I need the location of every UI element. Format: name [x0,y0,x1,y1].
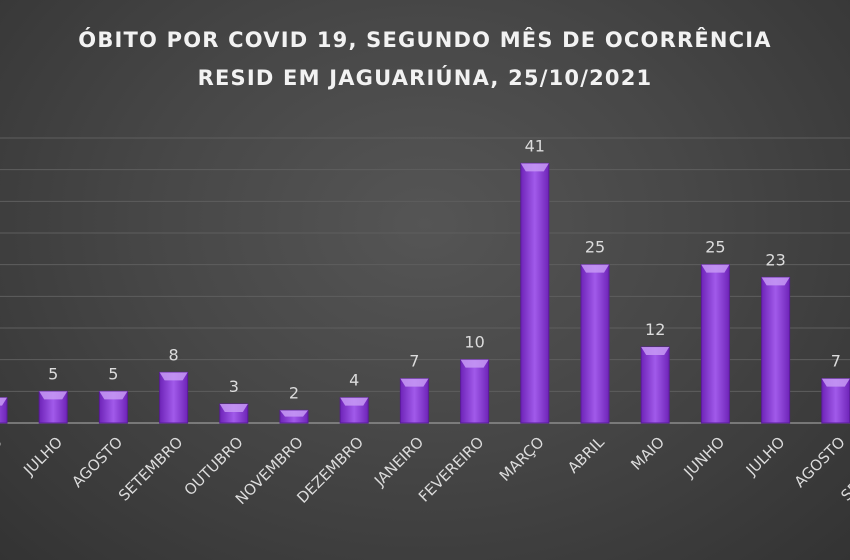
bar-cap [280,410,308,417]
x-tick-label: ABRIL [564,433,608,477]
bar-cap [761,277,790,286]
bar-cap [520,163,549,172]
bar-cap [99,391,128,400]
bar-cap [400,378,429,387]
chart-title-line1: ÓBITO POR COVID 19, SEGUNDO MÊS DE OCORR… [78,28,772,52]
data-label: 7 [409,352,419,371]
data-label: 3 [229,377,239,396]
bar-cap [460,359,489,368]
data-label: 25 [585,238,605,257]
bar-cap [340,397,369,406]
data-label: 41 [525,136,545,155]
data-label: 10 [464,333,484,352]
data-label: 5 [108,364,118,383]
data-label: 25 [705,238,725,257]
data-label: 5 [48,364,58,383]
bar-setembro [159,371,189,424]
data-label: 8 [169,345,179,364]
bar-março [520,162,550,424]
x-axis-labels: JUNHO JULHO AGOSTOSETEMBROOUTUBRONOVEMBROD… [0,433,850,508]
bar-cap [641,347,670,355]
bar-cap [581,264,609,273]
bar-cap [159,372,188,381]
bar-cap [701,264,730,273]
bar-junho [0,397,8,424]
bar-julho [761,276,791,424]
x-tick-label: JUNHO [0,433,6,482]
data-label: 4 [349,371,359,390]
x-tick-label: MARÇO [496,433,548,485]
bar-maio [640,346,670,424]
x-tick-label: JULHO [19,433,66,480]
x-tick-label: FEVEREIRO [415,433,487,505]
x-tick-label: AGOSTO [791,433,849,491]
data-label: 12 [645,320,665,339]
bar-fevereiro [460,359,490,424]
bar-cap [39,391,68,400]
bar-cap [219,404,248,412]
data-label: 2 [289,383,299,402]
x-tick-label: JUNHO [680,433,729,482]
bars: 4558324710412512252376 [0,136,850,424]
x-tick-label: AGOSTO [68,433,126,491]
data-label: 23 [765,250,785,269]
x-tick-label: JANEIRO [370,433,427,490]
chart-title-line2: RESID EM JAGUARIÚNA, 25/10/2021 [197,66,653,90]
data-label: 7 [831,352,841,371]
x-tick-label: SETEMBRO [115,433,186,504]
bar-abril [580,264,610,424]
bar-junho [700,264,730,424]
bar-cap [0,397,7,406]
x-tick-label: JULHO [742,433,789,480]
bar-cap [821,378,850,387]
x-tick-label: MAIO [627,433,668,474]
